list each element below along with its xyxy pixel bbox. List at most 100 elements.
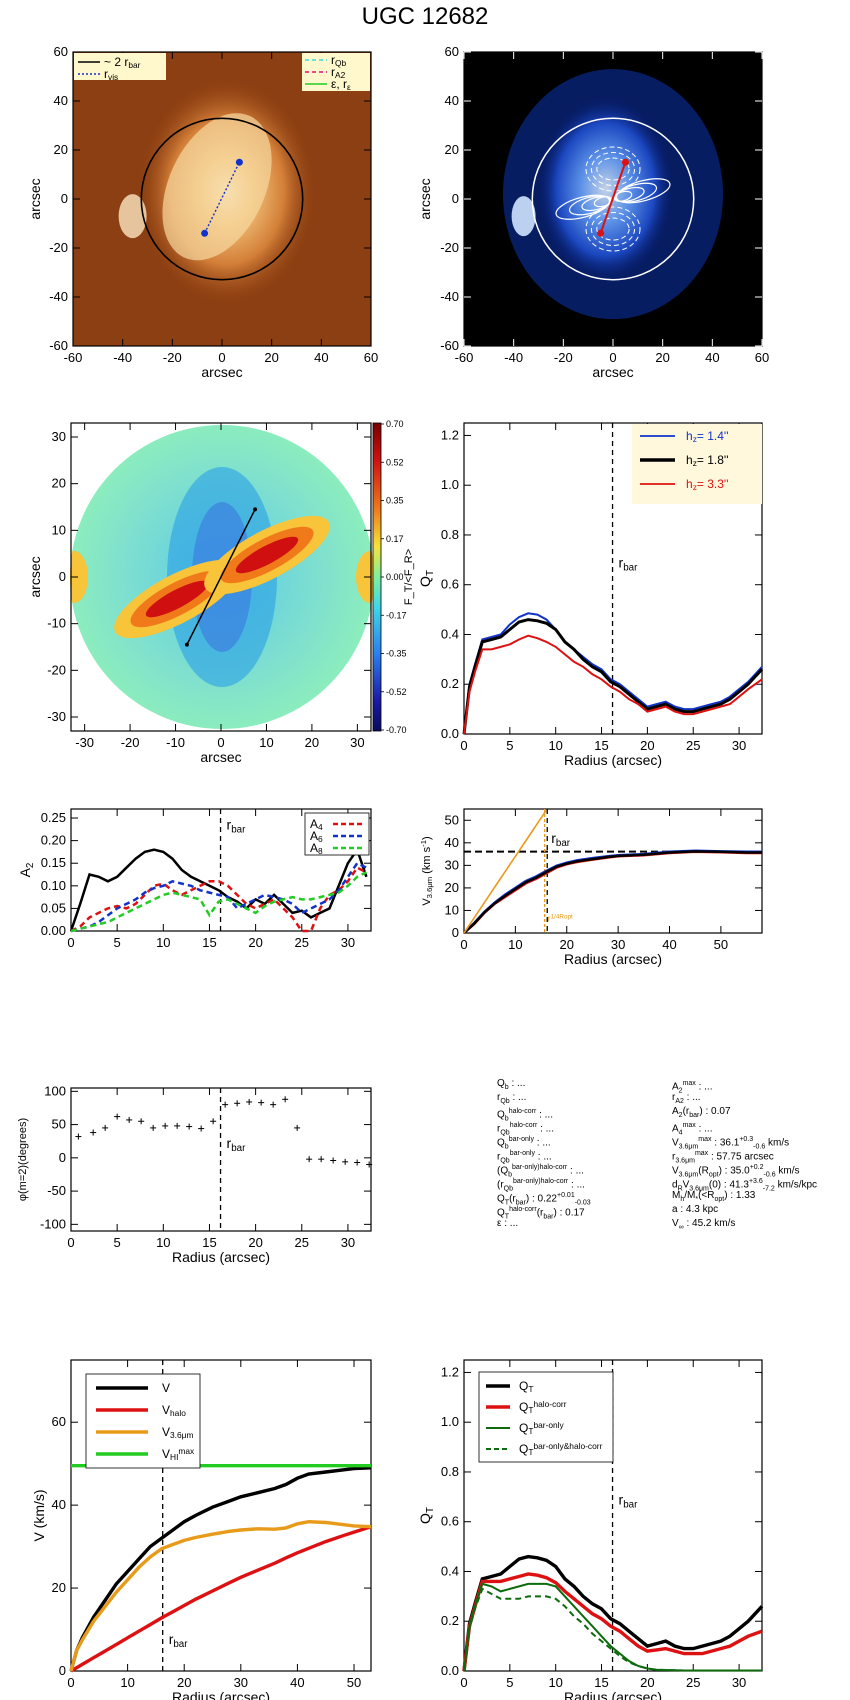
- rbar-label: rbar: [169, 1631, 189, 1650]
- qt-halo-corr-ytick-label: 0.6: [441, 1514, 459, 1529]
- qt-halo-corr-xtick-label: 30: [732, 1675, 746, 1690]
- phase-point: [306, 1156, 313, 1163]
- image-panel-ytick-label: -60: [49, 338, 68, 353]
- force-map-xtick-label: 0: [217, 735, 224, 750]
- qt-legend-label: hz= 3.3'': [686, 477, 728, 492]
- contour-line-neg: [590, 212, 636, 246]
- qt-corr-legend-label: QThalo-corr: [519, 1399, 567, 1415]
- contour-line: [555, 194, 611, 220]
- parameter-row: r3.6μmmax : 57.75 arcsec: [672, 1150, 774, 1165]
- a2-profile-ytick-label: 0.05: [41, 900, 66, 915]
- contour-panel-ytick-label: 60: [445, 44, 459, 59]
- force-contours: [555, 146, 671, 252]
- image-panel-ytick-label: 60: [54, 44, 68, 59]
- colorbar-tick-label: 0.52: [386, 457, 404, 467]
- phase-point: [198, 1125, 205, 1132]
- qt-corr-legend-label: QTbar-only: [519, 1420, 565, 1436]
- rotation-curve-ytick-label: 20: [52, 1580, 66, 1595]
- phase-point: [186, 1123, 193, 1130]
- phase-profile-xtick-label: 5: [114, 1235, 121, 1250]
- phase-profile-ytick-label: -100: [40, 1216, 66, 1231]
- rbar-label: rbar: [227, 816, 247, 835]
- rbar-label: rbar: [619, 1491, 639, 1510]
- phase-point: [246, 1098, 253, 1105]
- velocity-profile-xtick-label: 10: [508, 937, 522, 952]
- rotation-legend-label: V3.6μm: [162, 1425, 193, 1440]
- parameter-row: a : 4.3 kpc: [672, 1204, 719, 1215]
- phase-point: [102, 1124, 109, 1131]
- a2-profile-xtick-label: 10: [156, 935, 170, 950]
- contour-panel-ytick-label: 20: [445, 142, 459, 157]
- force-map-ytick-label: 10: [52, 522, 66, 537]
- contour-panel-ytick-label: 40: [445, 93, 459, 108]
- image-panel-xtick-label: 40: [314, 350, 328, 365]
- contour-line-neg: [585, 146, 641, 192]
- phase-point: [222, 1101, 229, 1108]
- contour-line: [568, 195, 611, 216]
- rotation-series-line: [69, 1466, 372, 1672]
- image-panel-ytick-label: 40: [54, 93, 68, 108]
- phase-profile-ytick-label: 0: [59, 1150, 66, 1165]
- qt-profile-xtick-label: 15: [594, 738, 608, 753]
- phase-point: [342, 1158, 349, 1165]
- parameter-table: Qb : ... rQb : ... Qbhalo-corr : ... rQbhal…: [497, 1077, 837, 1277]
- force-lobe-red: [145, 580, 209, 618]
- qt-corr-ylabel: QT: [417, 1507, 436, 1524]
- rbar-label: rbar: [227, 1135, 247, 1154]
- qt-profile-ytick-label: 1.0: [441, 477, 459, 492]
- qt-halo-corr-xtick-label: 15: [594, 1675, 608, 1690]
- qt-profile-ytick-label: 0.0: [441, 726, 459, 741]
- phase-profile-xtick-label: 20: [248, 1235, 262, 1250]
- velocity-profile-xtick-label: 0: [460, 937, 467, 952]
- qt-halo-corr-axes: 0 5 10 15 20 25 30 0.0 0.2 0.4 0.6 0.8 1.0 1.2 Radius …: [441, 1359, 763, 1700]
- contour-panel-axes: -60 -40 -20 0 20 40 60 -60 -40 -20 0 20 40 60 arcsec: [440, 44, 769, 380]
- colorbar-tick-label: 0.17: [386, 534, 404, 544]
- bar-end-point: [621, 158, 629, 166]
- parameter-row: Qb : ...: [497, 1078, 526, 1091]
- parameter-row: V3.6μmmax : 36.1+0.3-0.6 km/s: [672, 1136, 790, 1151]
- velocity-series-line: [463, 809, 547, 934]
- a2-profile-xtick-label: 5: [114, 935, 121, 950]
- contour-panel-xtick-label: -40: [504, 350, 523, 365]
- galaxy-core: [162, 113, 272, 261]
- phase-point: [294, 1124, 301, 1131]
- qt-corr-series-line: [462, 1554, 764, 1672]
- a2-legend-label: A4: [310, 817, 323, 832]
- a2-profile-xtick-label: 30: [341, 935, 355, 950]
- legend-left-label-2: rvis: [104, 67, 118, 82]
- a2-profile-ytick-label: 0.10: [41, 878, 66, 893]
- qt-halo-corr-xtick-label: 5: [506, 1675, 513, 1690]
- qt-series-line: [462, 618, 764, 735]
- contour-panel-ytick-label: -40: [440, 289, 459, 304]
- contour-panel-xtick-label: -60: [455, 350, 474, 365]
- qt-halo-corr-ytick-label: 1.0: [441, 1414, 459, 1429]
- qt-corr-legend-label: QT: [519, 1379, 533, 1394]
- phase-point: [258, 1099, 265, 1106]
- a2-series-line: [70, 871, 367, 933]
- contour-panel-xtick-label: 0: [609, 350, 616, 365]
- qt-corr-legend-label: QTbar-only&halo-corr: [519, 1441, 603, 1457]
- phase-profile-xtick-label: 25: [295, 1235, 309, 1250]
- colorbar: [372, 422, 382, 732]
- contour-panel-ytick-label: -20: [440, 240, 459, 255]
- force-lobe-red: [235, 536, 299, 574]
- force-map-ytick-label: 0: [59, 569, 66, 584]
- velocity-ylabel: V3.6μm (km s-1): [419, 836, 434, 905]
- a2-series-line: [69, 846, 368, 932]
- parameter-row: (Qbbar-only)halo-corr : ...: [497, 1164, 584, 1179]
- phase-point: [138, 1118, 145, 1125]
- bar-end-point: [253, 507, 258, 512]
- contour-panel-xtick-label: 60: [755, 350, 769, 365]
- phase-point: [234, 1100, 241, 1107]
- phase-point: [282, 1096, 289, 1103]
- parameter-row: rQbhalo-corr : ...: [497, 1122, 554, 1137]
- velocity-profile-ytick-label: 40: [445, 835, 459, 850]
- a2-profile-ytick-label: 0.25: [41, 810, 66, 825]
- legend-right-label-1: rQb: [331, 53, 347, 68]
- rvis-line: [203, 161, 241, 234]
- rbar-label: rbar: [619, 554, 639, 573]
- contour-ylabel: arcsec: [417, 178, 433, 219]
- bar-end-point: [184, 642, 189, 647]
- a2-series-line: [70, 861, 367, 933]
- qt-halo-corr-ytick-label: 0.4: [441, 1563, 459, 1578]
